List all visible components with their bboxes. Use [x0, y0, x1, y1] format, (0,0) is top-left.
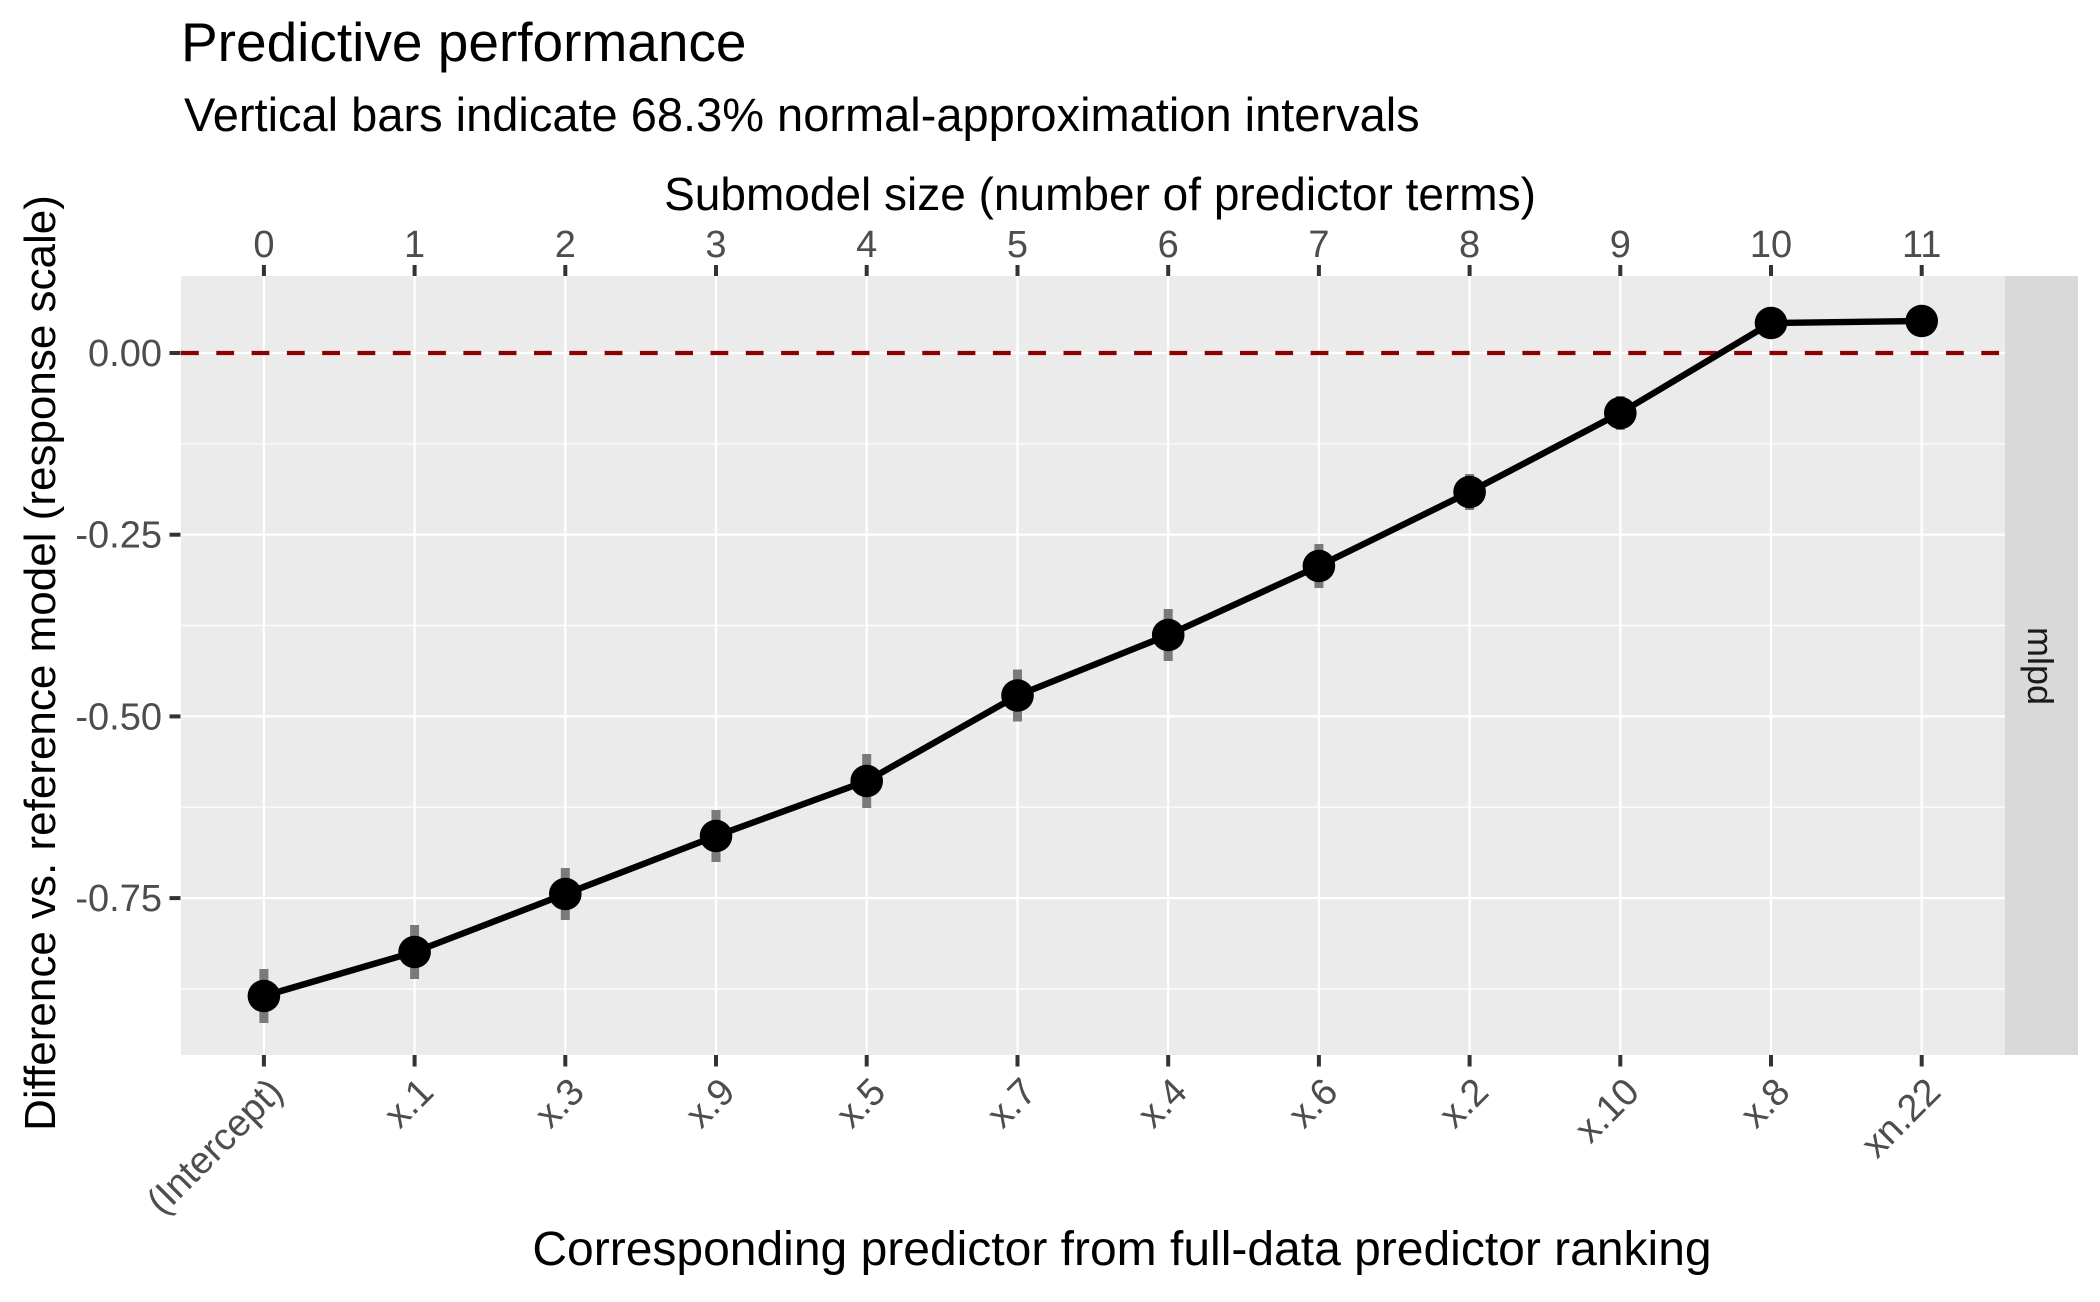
svg-text:-0.25: -0.25: [75, 515, 162, 557]
svg-text:7: 7: [1308, 224, 1329, 266]
svg-text:3: 3: [705, 224, 726, 266]
svg-text:Difference vs. reference model: Difference vs. reference model (response…: [16, 195, 65, 1131]
svg-text:1: 1: [404, 224, 425, 266]
svg-text:9: 9: [1610, 224, 1631, 266]
svg-text:2: 2: [555, 224, 576, 266]
svg-text:6: 6: [1158, 224, 1179, 266]
svg-text:5: 5: [1007, 224, 1028, 266]
svg-text:-0.50: -0.50: [75, 696, 162, 738]
svg-text:4: 4: [856, 224, 877, 266]
svg-text:-0.75: -0.75: [75, 878, 162, 920]
svg-text:Corresponding predictor from f: Corresponding predictor from full-data p…: [532, 1223, 1711, 1276]
svg-text:Predictive performance: Predictive performance: [181, 11, 747, 73]
svg-text:0.00: 0.00: [88, 333, 162, 375]
svg-text:11: 11: [1902, 224, 1941, 266]
svg-text:Submodel size (number of predi: Submodel size (number of predictor terms…: [664, 168, 1536, 220]
svg-text:8: 8: [1459, 224, 1480, 266]
svg-text:10: 10: [1750, 224, 1792, 266]
svg-text:mlpd: mlpd: [2020, 627, 2061, 705]
svg-text:0: 0: [253, 224, 274, 266]
svg-text:Vertical bars indicate 68.3% n: Vertical bars indicate 68.3% normal-appr…: [184, 88, 1420, 141]
